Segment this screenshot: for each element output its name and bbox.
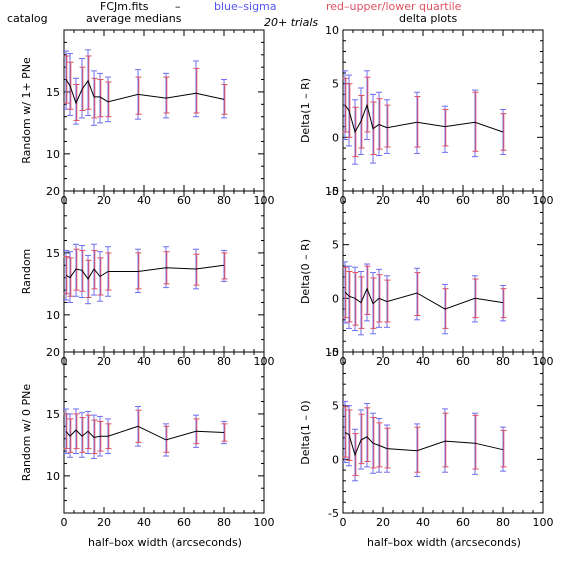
x-tick-label: 100	[254, 516, 275, 529]
x-tick-label: 80	[217, 516, 231, 529]
header-average-medians: average medians	[86, 12, 182, 25]
y-tick-label: 10	[46, 309, 60, 322]
x-tick-label: 40	[416, 355, 430, 368]
x-tick-label: 80	[217, 194, 231, 207]
y-tick-label: 10	[325, 24, 339, 37]
y-tick-label: 10	[46, 148, 60, 161]
y-axis-label: Delta(0 – R)	[299, 239, 312, 304]
y-axis-label: Random w/ 0 PNe	[20, 384, 33, 482]
x-tick-label: 40	[416, 194, 430, 207]
x-axis-label-right: half–box width (arcseconds)	[367, 536, 521, 549]
x-tick-label: 60	[177, 355, 191, 368]
y-tick-label: 20	[46, 346, 60, 359]
y-tick-label: 10	[325, 185, 339, 198]
x-tick-label: 40	[416, 516, 430, 529]
header-blue-sigma: blue–sigma	[214, 0, 277, 13]
x-tick-label: 80	[217, 355, 231, 368]
median-series-line	[65, 264, 225, 280]
x-tick-label: 20	[97, 355, 111, 368]
header-filename: FCJm.fits	[100, 0, 149, 13]
y-tick-label: -5	[328, 346, 339, 359]
median-series-line	[344, 432, 504, 457]
y-tick-label: 0	[332, 131, 339, 144]
x-tick-label: 60	[456, 355, 470, 368]
x-tick-label: 40	[137, 355, 151, 368]
header-trials: 20+ trials	[264, 16, 318, 29]
header-red-quartile: red–upper/lower quartile	[326, 0, 462, 13]
x-tick-label: 20	[376, 355, 390, 368]
x-tick-label: 80	[496, 516, 510, 529]
header-dash: –	[175, 0, 181, 13]
x-tick-label: 60	[456, 194, 470, 207]
x-tick-label: 60	[177, 194, 191, 207]
y-tick-label: -5	[328, 185, 339, 198]
header-delta-plots: delta plots	[399, 12, 457, 25]
x-axis-label-left: half–box width (arcseconds)	[88, 536, 242, 549]
y-tick-label: 10	[325, 346, 339, 359]
y-tick-label: 15	[46, 86, 60, 99]
y-tick-label: 15	[46, 408, 60, 421]
x-tick-label: 40	[137, 516, 151, 529]
median-series-line	[65, 425, 225, 441]
header-catalog: catalog	[7, 12, 48, 25]
y-axis-label: Random	[20, 249, 33, 295]
y-tick-label: 5	[332, 400, 339, 413]
x-tick-label: 40	[137, 194, 151, 207]
x-tick-label: 20	[376, 194, 390, 207]
y-tick-label: 15	[46, 247, 60, 260]
x-tick-label: 60	[177, 516, 191, 529]
x-tick-label: 60	[456, 516, 470, 529]
y-tick-label: -5	[328, 507, 339, 520]
y-axis-label: Random w/ 1+ PNe	[20, 57, 33, 164]
figure-header: catalog FCJm.fits – blue–sigma red–upper…	[7, 0, 462, 29]
x-tick-label: 0	[340, 516, 347, 529]
panel-5: 0 20 40 60 80 100 10 15 20 Random w/ 0 PNe	[20, 346, 275, 529]
y-tick-label: 10	[46, 470, 60, 483]
y-tick-label: 20	[46, 185, 60, 198]
y-axis-label: Delta(1 – 0)	[299, 400, 312, 464]
x-tick-label: 100	[533, 516, 554, 529]
x-tick-label: 80	[496, 194, 510, 207]
y-tick-label: 5	[332, 239, 339, 252]
median-series-line	[344, 287, 504, 310]
x-tick-label: 20	[97, 516, 111, 529]
x-tick-label: 20	[376, 516, 390, 529]
median-series-line	[65, 79, 225, 105]
x-tick-label: 20	[97, 194, 111, 207]
y-tick-label: 0	[332, 292, 339, 305]
x-tick-label: 80	[496, 355, 510, 368]
y-tick-label: 5	[332, 78, 339, 91]
x-tick-label: 0	[61, 516, 68, 529]
y-axis-label: Delta(1 – R)	[299, 78, 312, 143]
y-tick-label: 0	[332, 453, 339, 466]
median-series-line	[344, 103, 504, 134]
